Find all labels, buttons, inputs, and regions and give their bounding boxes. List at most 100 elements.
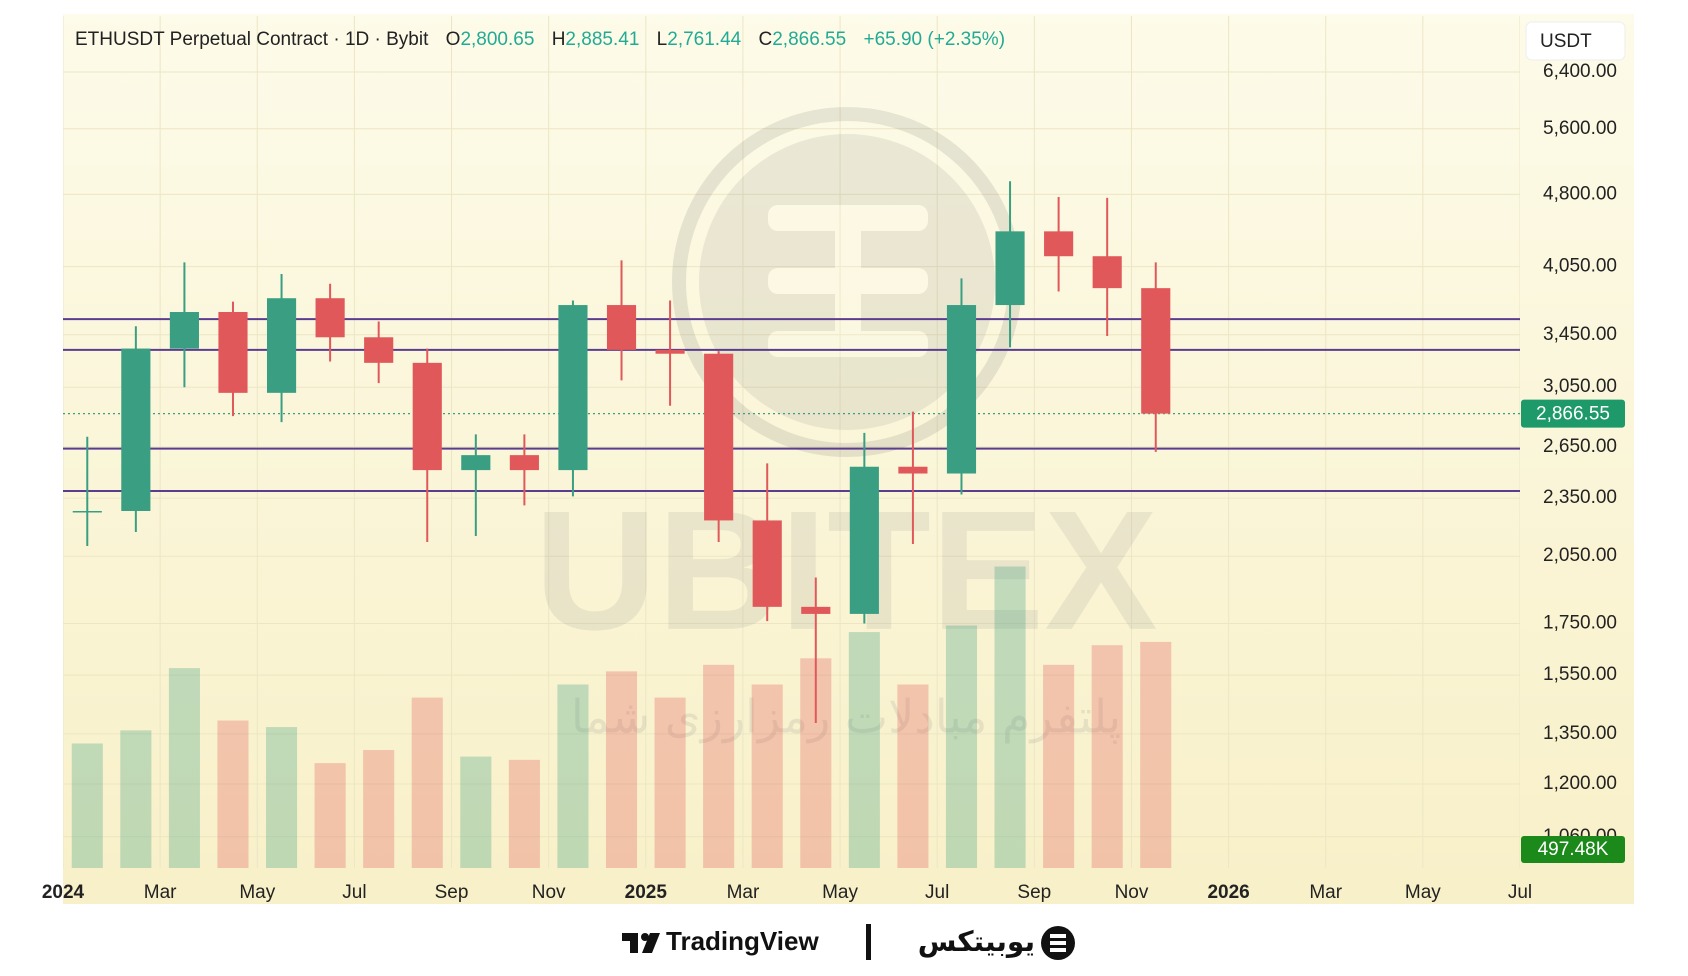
volume-bar (460, 756, 492, 868)
candle-body (315, 298, 345, 338)
candle-body (509, 455, 539, 471)
footer: TradingView یوبیتکس (622, 924, 1075, 960)
candle-body (412, 362, 442, 471)
watermark-slogan: پلتفرم مبادلات رمزارزی شما (571, 690, 1121, 745)
ohlc-value: 2,800.65 (460, 29, 534, 50)
volume-bar (71, 743, 103, 868)
candle-body (606, 305, 637, 350)
candle-body (946, 305, 977, 474)
x-tick-label: Mar (727, 882, 760, 903)
volume-bar (654, 697, 686, 868)
x-tick-label: Nov (1115, 882, 1149, 903)
candle-body (898, 466, 928, 474)
tradingview-logo (622, 933, 660, 953)
candle-body (121, 348, 151, 511)
legend-header: ETHUSDT Perpetual Contract · 1D · Bybit … (75, 29, 1005, 50)
last-price-tag (1521, 399, 1625, 428)
candle-body (1092, 256, 1122, 289)
x-tick-label: 2025 (625, 882, 668, 903)
y-tick-label: 1,350.00 (1543, 723, 1617, 744)
volume-bar (217, 720, 249, 868)
x-tick-label: May (239, 882, 275, 903)
volume-bar (1140, 641, 1172, 868)
volume-bar (994, 566, 1026, 868)
ohlc-key: L (657, 29, 668, 50)
last-price-label: 2,866.55 (1536, 404, 1610, 425)
y-tick-label: 3,050.00 (1543, 376, 1617, 397)
candle-body (1044, 231, 1074, 257)
volume-bar (314, 763, 346, 868)
volume-bar (363, 750, 395, 868)
x-tick-label: Jul (342, 882, 366, 903)
candle-body (995, 231, 1025, 306)
y-tick-label: 1,750.00 (1543, 613, 1617, 634)
x-tick-label: 2024 (42, 882, 85, 903)
candle-body (364, 337, 394, 363)
candle-body (801, 606, 831, 614)
volume-bar (605, 671, 638, 868)
candle-body (1141, 288, 1171, 414)
watermark-text: UBITEX (534, 476, 1157, 666)
volume-bar (1043, 664, 1075, 868)
candle-body (752, 520, 782, 607)
y-tick-label: 2,050.00 (1543, 545, 1617, 566)
volume-bar (897, 684, 929, 868)
ohlc-key: O (446, 29, 461, 50)
volume-bar (848, 632, 880, 868)
x-tick-label: Sep (1017, 882, 1051, 903)
currency-label[interactable]: USDT (1540, 31, 1592, 52)
y-tick-label: 2,350.00 (1543, 487, 1617, 508)
y-tick-label: 4,800.00 (1543, 183, 1617, 204)
change: +65.90 (+2.35%) (863, 29, 1005, 50)
ohlc-value: 2,885.41 (565, 29, 639, 50)
candles (72, 181, 1171, 724)
candle-body (169, 312, 199, 349)
y-tick-label: 2,650.00 (1543, 436, 1617, 457)
ohlc-key: C (759, 29, 773, 50)
ohlc-value: 2,866.55 (772, 29, 846, 50)
divider (866, 924, 871, 960)
y-tick-label: 6,400.00 (1543, 61, 1617, 82)
volume-bar (411, 697, 443, 868)
candle-body (72, 510, 102, 513)
volume-bar (751, 684, 783, 868)
x-tick-label: May (822, 882, 858, 903)
x-tick-label: Jul (925, 882, 949, 903)
candle-body (655, 349, 685, 354)
y-tick-label: 4,050.00 (1543, 256, 1617, 277)
x-tick-label: Jul (1508, 882, 1532, 903)
volume-pane (71, 566, 1172, 868)
candle-body (266, 298, 297, 393)
ohlc-key: H (552, 29, 566, 50)
x-tick-label: Nov (532, 882, 566, 903)
y-tick-label: 3,450.00 (1543, 324, 1617, 345)
volume-bar (266, 727, 298, 868)
x-tick-label: Mar (1309, 882, 1342, 903)
x-tick-label: Sep (435, 882, 469, 903)
candle-body (461, 455, 491, 471)
candle-body (849, 466, 879, 614)
y-tick-label: 1,550.00 (1543, 664, 1617, 685)
candle-body (218, 312, 248, 393)
chart-panel (63, 14, 1634, 904)
grid (63, 16, 1520, 868)
candle-body (704, 353, 734, 521)
symbol-title: ETHUSDT Perpetual Contract · 1D · Bybit (75, 29, 429, 50)
y-tick-label: 5,600.00 (1543, 118, 1617, 139)
x-tick-label: Mar (144, 882, 177, 903)
currency-button[interactable] (1525, 21, 1626, 61)
axes: 6,400.00 5,600.00 4,800.00 4,050.00 3,450.00… (42, 61, 1625, 903)
levels (63, 318, 1520, 492)
x-tick-label: May (1405, 882, 1441, 903)
y-tick-label: 1,200.00 (1543, 773, 1617, 794)
volume-bar (703, 664, 735, 868)
volume-tag-label: 497.48K (1538, 839, 1609, 860)
footer-brand: TradingView (666, 926, 819, 956)
volume-bar (557, 684, 589, 868)
x-tick-label: 2026 (1207, 882, 1249, 903)
footer-brand: یوبیتکس (918, 925, 1035, 958)
volume-tag (1521, 836, 1625, 863)
ohlc-value: 2,761.44 (667, 29, 741, 50)
